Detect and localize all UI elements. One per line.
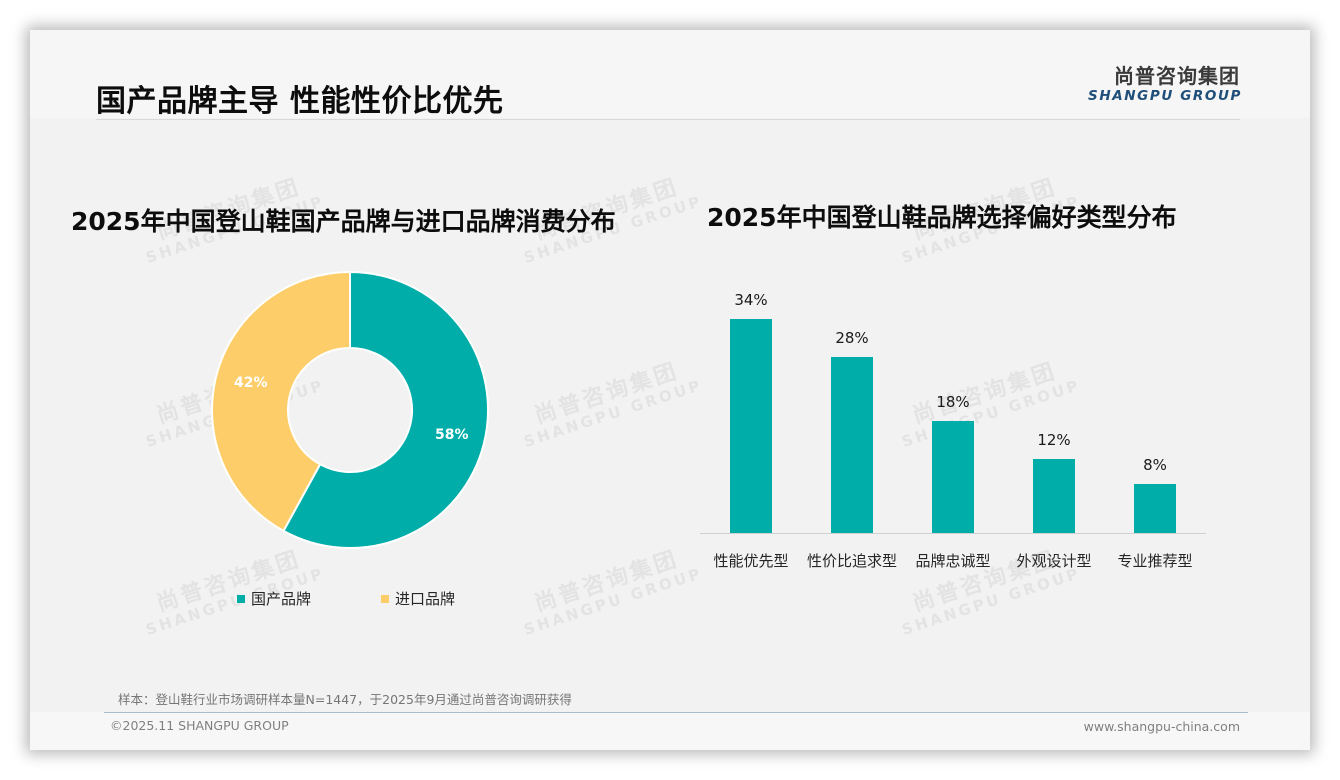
bar-value-label: 8% bbox=[1143, 456, 1167, 474]
sample-note: 样本：登山鞋行业市场调研样本量N=1447，于2025年9月通过尚普咨询调研获得 bbox=[118, 692, 572, 707]
legend-item-domestic: 国产品牌 bbox=[237, 588, 311, 609]
donut-label-domestic: 58% bbox=[435, 427, 469, 443]
bar-professional-recommend[interactable] bbox=[1134, 484, 1176, 533]
title-divider bbox=[96, 119, 1240, 120]
bar-chart: 34% 性能优先型 28% 性价比追求型 18% 品牌忠诚型 12% 外观设计型… bbox=[700, 270, 1206, 570]
slide: 尚普咨询集团 SHANGPU GROUP 尚普咨询集团 SHANGPU GROUP … bbox=[30, 30, 1310, 750]
legend-swatch-yellow bbox=[381, 594, 389, 603]
donut-chart-title: 2025年中国登山鞋国产品牌与进口品牌消费分布 bbox=[71, 207, 616, 236]
logo-cn-text: 尚普咨询集团 bbox=[1114, 64, 1240, 88]
donut-slice-domestic[interactable] bbox=[282, 270, 489, 549]
bar-value-seeking[interactable] bbox=[831, 357, 873, 533]
copyright-text: ©2025.11 SHANGPU GROUP bbox=[110, 718, 289, 733]
bar-value-label: 18% bbox=[936, 393, 970, 411]
x-axis-line bbox=[700, 533, 1206, 534]
donut-chart-svg bbox=[211, 270, 489, 549]
website-link[interactable]: www.shangpu-china.com bbox=[1083, 719, 1240, 734]
page-title: 国产品牌主导 性能性价比优先 bbox=[96, 84, 504, 119]
donut-label-imported: 42% bbox=[234, 375, 268, 391]
footer-divider bbox=[104, 712, 1248, 713]
company-logo: 尚普咨询集团 SHANGPU GROUP bbox=[1088, 64, 1240, 104]
bar-category-label: 品牌忠诚型 bbox=[915, 552, 991, 570]
logo-en-text: SHANGPU GROUP bbox=[1088, 88, 1243, 104]
bar-category-label: 性能优先型 bbox=[713, 552, 789, 570]
bar-brand-loyal[interactable] bbox=[932, 421, 974, 533]
bar-category-label: 外观设计型 bbox=[1016, 552, 1092, 570]
legend-swatch-teal bbox=[237, 594, 245, 603]
legend-label: 国产品牌 bbox=[251, 590, 312, 608]
bar-value-label: 34% bbox=[734, 291, 768, 309]
donut-chart: 58% 42% bbox=[210, 270, 490, 550]
bar-value-label: 12% bbox=[1037, 431, 1071, 449]
bar-category-label: 专业推荐型 bbox=[1117, 552, 1193, 570]
header-band bbox=[30, 30, 1310, 118]
bar-performance-first[interactable] bbox=[730, 319, 772, 533]
bar-category-label: 性价比追求型 bbox=[806, 552, 897, 570]
legend-item-imported: 进口品牌 bbox=[381, 588, 455, 609]
bar-value-label: 28% bbox=[835, 329, 869, 347]
bar-chart-title: 2025年中国登山鞋品牌选择偏好类型分布 bbox=[707, 203, 1177, 232]
donut-slice-imported[interactable] bbox=[211, 270, 351, 533]
legend-label: 进口品牌 bbox=[395, 590, 456, 608]
bar-appearance-design[interactable] bbox=[1033, 459, 1075, 533]
footer-band bbox=[30, 712, 1310, 750]
